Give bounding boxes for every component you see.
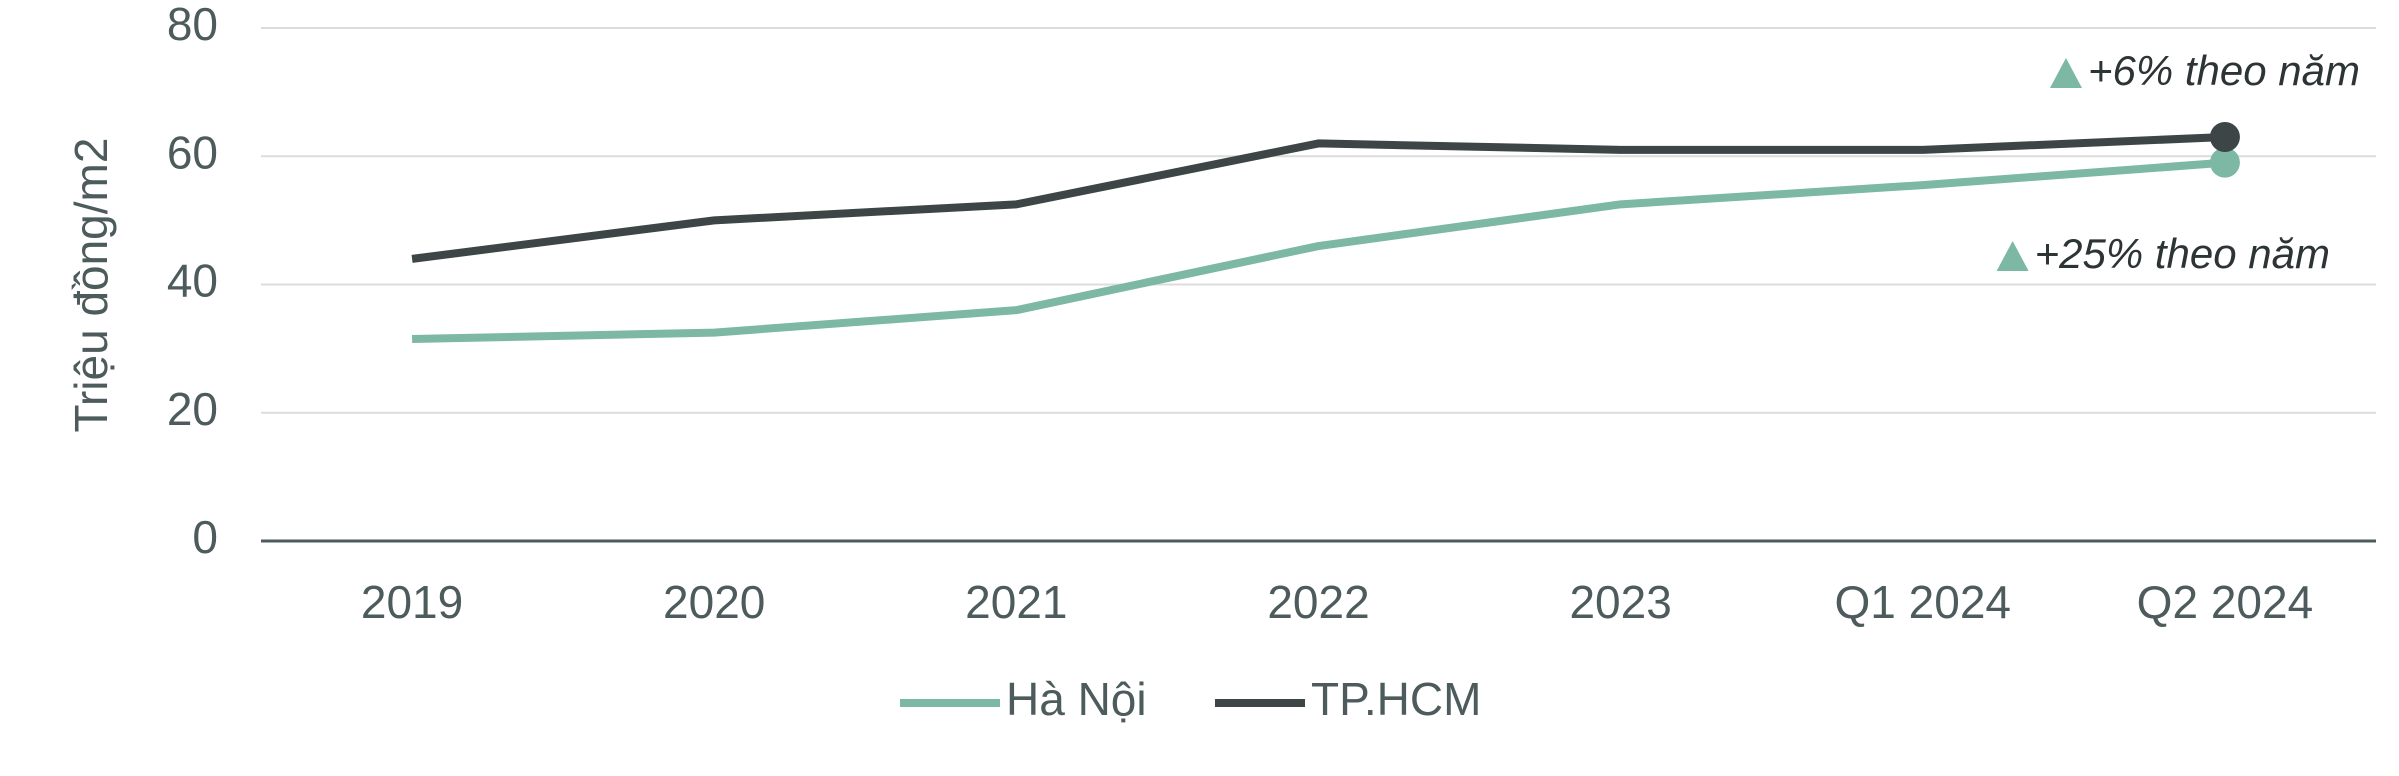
y-tick-label: 20 bbox=[167, 383, 218, 435]
end-marker bbox=[2209, 147, 2240, 178]
x-tick-label: 2020 bbox=[663, 576, 765, 628]
x-tick-label: 2022 bbox=[1267, 576, 1369, 628]
y-tick-label: 0 bbox=[192, 511, 218, 563]
up-triangle bbox=[2049, 58, 2082, 88]
y-tick-label: 40 bbox=[167, 255, 218, 307]
y-tick-label: 60 bbox=[167, 126, 218, 178]
legend-label: Hà Nội bbox=[1006, 673, 1147, 725]
end-marker bbox=[2209, 122, 2240, 153]
annotation: +25% theo năm bbox=[2035, 230, 2330, 277]
up-triangle bbox=[1996, 241, 2029, 271]
line-series bbox=[411, 158, 2226, 344]
x-tick-label: 2021 bbox=[965, 576, 1067, 628]
y-tick-label: 80 bbox=[167, 0, 218, 50]
annotation: +6% theo năm bbox=[2088, 47, 2360, 94]
x-tick-label: Q1 2024 bbox=[1835, 576, 2011, 628]
y-axis-label: Triệu đồng/m2 bbox=[65, 138, 117, 433]
x-tick-label: 2023 bbox=[1569, 576, 1671, 628]
legend-label: TP.HCM bbox=[1311, 673, 1481, 725]
x-tick-label: 2019 bbox=[361, 576, 463, 628]
x-tick-label: Q2 2024 bbox=[2137, 576, 2313, 628]
line-series bbox=[411, 133, 2226, 263]
